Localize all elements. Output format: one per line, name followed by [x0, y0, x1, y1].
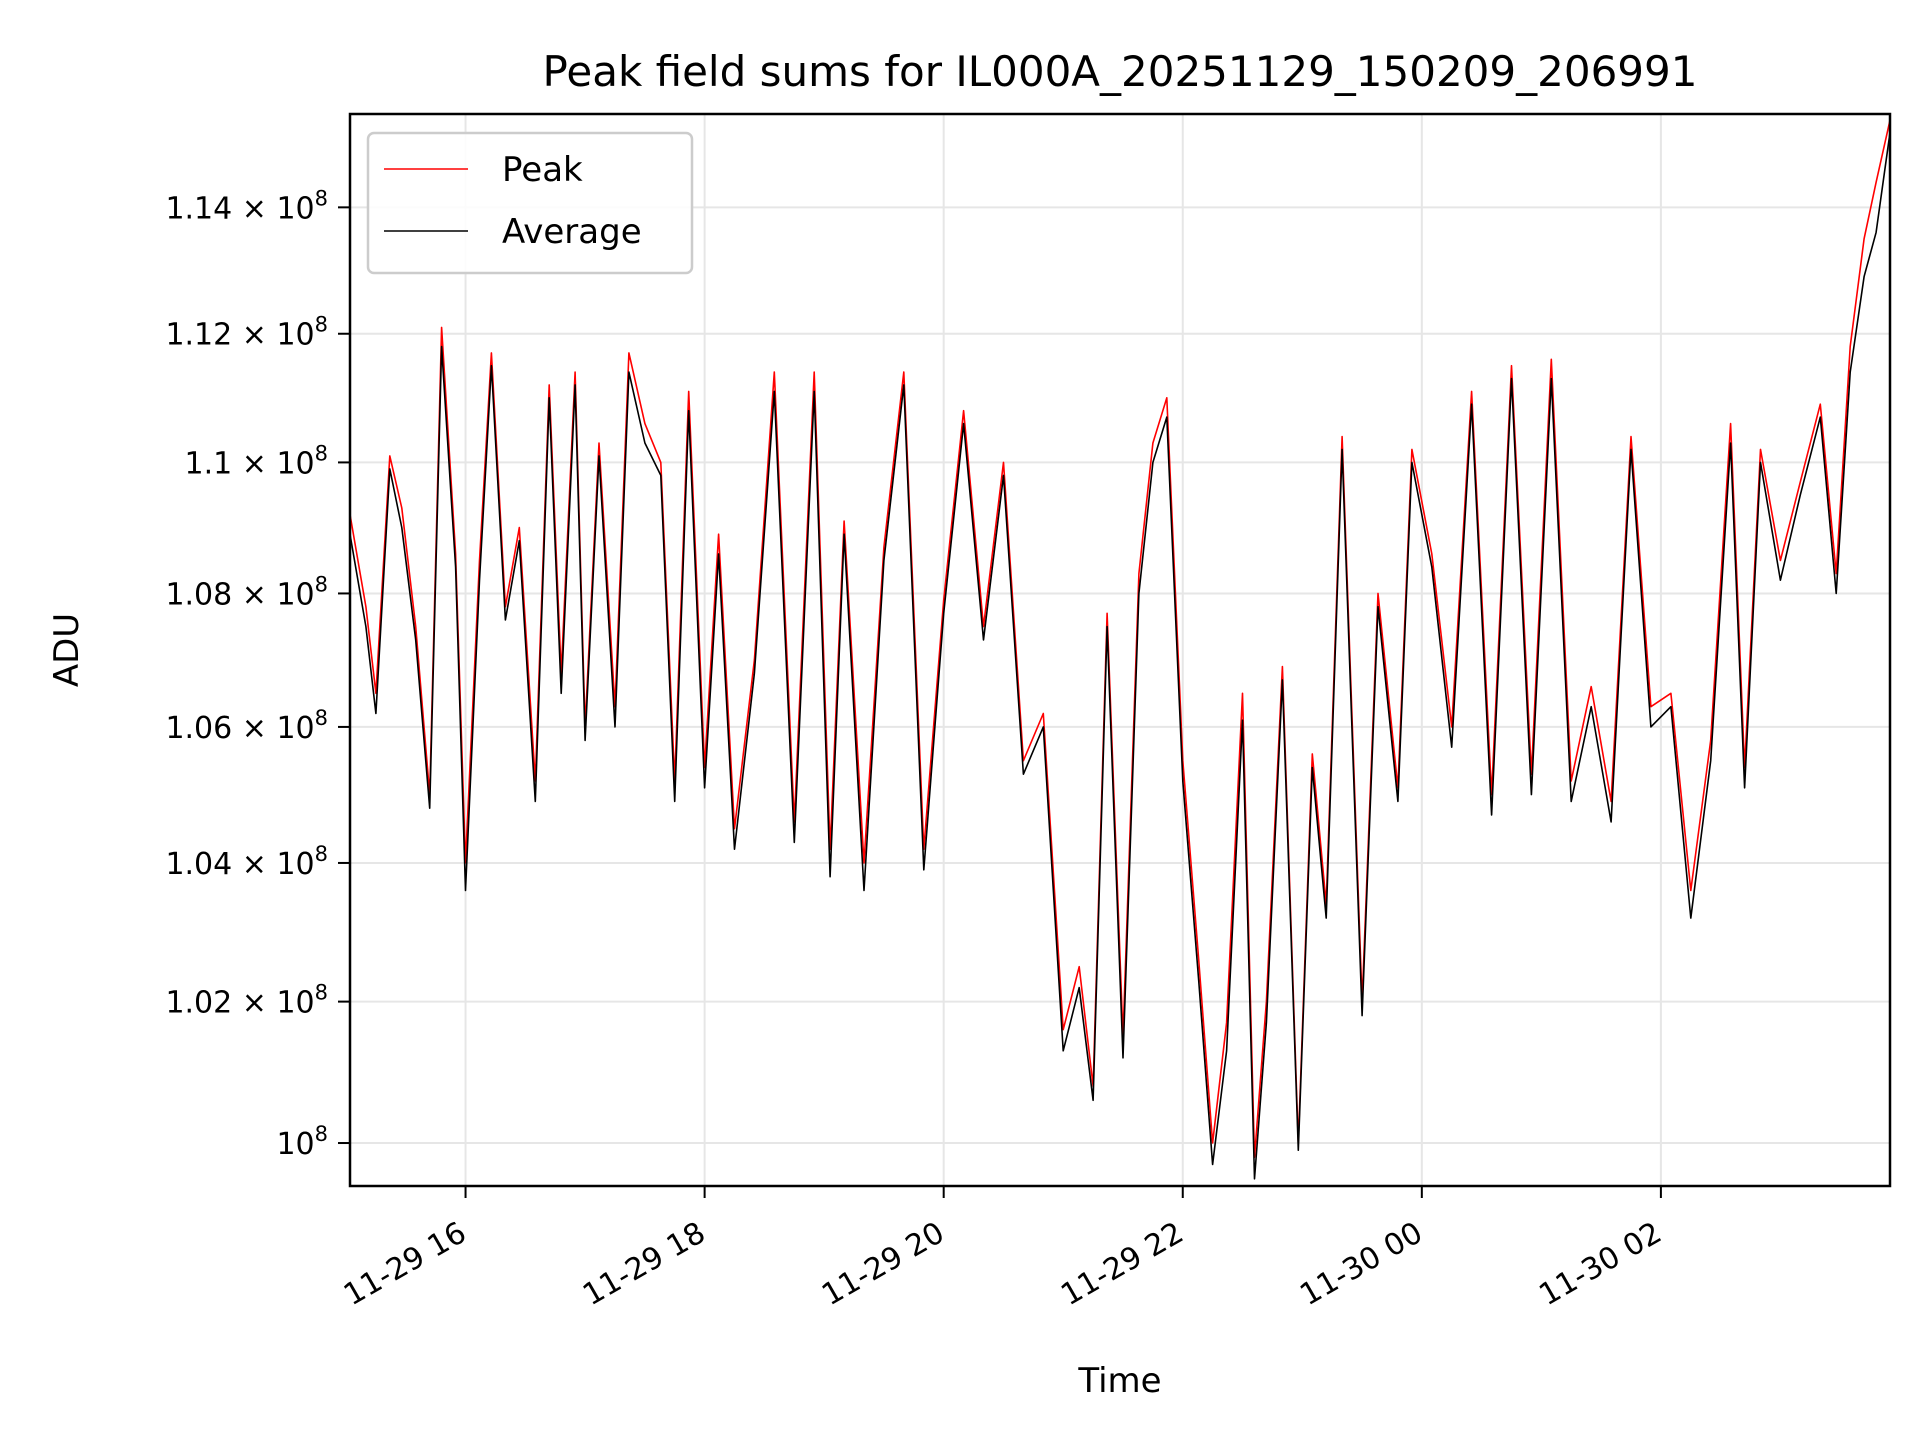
y-tick-mantissa: 1.14 [165, 191, 232, 226]
legend-label-peak: Peak [502, 150, 583, 190]
y-tick-mantissa: 1.06 [165, 711, 232, 746]
y-tick-label: 1.02 × 108 [165, 981, 328, 1021]
y-tick-label: 1.14 × 108 [165, 186, 328, 226]
y-tick-mantissa: 1.04 [165, 847, 232, 882]
y-tick-label: 1.08 × 108 [165, 572, 328, 612]
y-tick-exponent: 8 [315, 706, 328, 730]
y-tick-mantissa: 1.12 [165, 318, 232, 353]
y-tick-label: 1.04 × 108 [165, 842, 328, 882]
y-tick-label: 1.1 × 108 [185, 441, 328, 481]
y-tick-exponent: 8 [315, 981, 328, 1005]
series-layer [349, 120, 1891, 1180]
x-axis-title: Time [1077, 1361, 1161, 1401]
grid-layer [350, 114, 1890, 1186]
y-tick-label: 1.12 × 108 [165, 313, 328, 353]
y-tick-exponent: 8 [315, 1122, 328, 1146]
legend-box [366, 131, 694, 275]
legend: Peak Average [366, 131, 694, 275]
y-tick-exponent: 8 [315, 186, 328, 210]
series-line-average [349, 132, 1891, 1180]
y-tick-mantissa: 1.08 [165, 577, 232, 612]
y-tick-exponent: 8 [315, 441, 328, 465]
y-tick-exponent: 8 [315, 313, 328, 337]
legend-label-average: Average [502, 212, 642, 252]
chart-title: Peak field sums for IL000A_20251129_1502… [543, 47, 1698, 96]
y-tick-mantissa: 1.1 [185, 446, 233, 481]
plot-frame [348, 112, 1892, 1188]
y-tick-exponent: 8 [315, 842, 328, 866]
y-tick-label: 1.06 × 108 [165, 706, 328, 746]
y-tick-exponent: 8 [315, 572, 328, 596]
y-tick-label: 108 [276, 1122, 328, 1162]
y-tick-mantissa: 1.02 [165, 986, 232, 1021]
y-axis-title: ADU [47, 613, 87, 687]
